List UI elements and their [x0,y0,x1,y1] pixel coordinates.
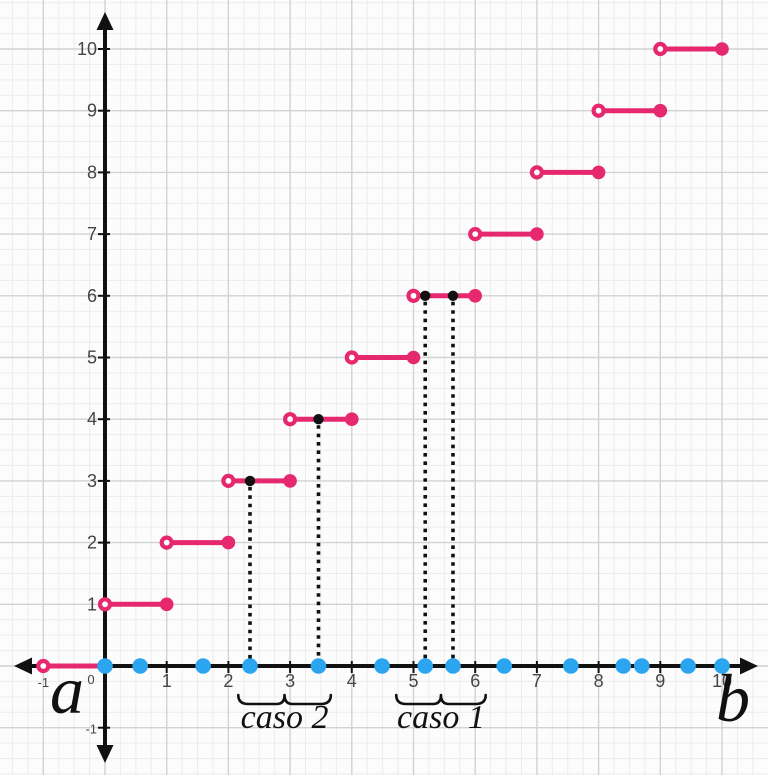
closed-endpoint-dot [159,597,174,612]
x-tick-label: 3 [285,671,295,691]
open-endpoint-circle [406,288,421,303]
axis-point-dot [714,658,730,674]
case-underbrace [394,693,487,706]
closed-endpoint-dot [406,350,421,365]
axis-point-dot [310,658,327,674]
x-tick-label: 5 [408,671,418,691]
x-tick-label: 7 [532,671,542,691]
axis-point-dot [97,658,113,674]
axis-point-dot [417,658,434,674]
y-tick-label: 1 [87,594,97,614]
open-endpoint-circle [591,103,606,118]
x-tick-label: 1 [162,671,172,691]
open-endpoint-circle [653,41,668,57]
y-tick-label: 7 [87,224,97,244]
open-endpoint-circle [221,473,236,488]
closed-endpoint-dot [530,227,544,241]
closed-endpoint-dot [345,412,359,427]
x-axis-right-arrow [740,657,758,675]
y-tick-label: 5 [87,348,97,368]
open-endpoint-circle [97,597,113,612]
x-tick-label: 9 [655,671,665,691]
open-endpoint-circle [36,658,51,674]
y-tick-label: 4 [87,409,97,429]
axis-point-dot [680,658,696,674]
y-tick-label: -1 [85,722,97,737]
axis-point-dot [496,658,512,674]
x-tick-label: 4 [347,671,357,691]
y-tick-label: 9 [87,101,97,121]
open-endpoint-circle [344,350,359,365]
marked-point-dot [420,290,431,301]
y-tick-label: 3 [87,471,97,491]
marked-point-dot [447,290,459,301]
axis-point-dot [563,658,579,674]
axis-point-dot [615,658,632,674]
closed-endpoint-dot [653,103,668,118]
case-2-label: caso 2 [240,699,329,736]
case-1-label: caso 1 [397,699,485,736]
open-endpoint-circle [159,535,174,550]
x-axis-left-arrow [14,657,32,675]
y-tick-label: 2 [87,533,97,553]
x-axis-right-endpoint-label: b [716,660,750,736]
axis-point-dot [132,658,148,674]
y-axis-bottom-arrow [96,745,114,763]
marked-point-dot [313,414,324,425]
axis-point-dot [445,658,461,674]
y-tick-label: 10 [77,39,97,59]
closed-endpoint-dot [468,289,483,303]
origin-tick-label: 0 [87,672,94,687]
x-axis-left-endpoint-label: a [50,652,84,728]
y-tick-label: 8 [87,162,97,182]
y-axis-top-arrow [96,12,114,30]
y-tick-label: 6 [87,286,97,306]
axis-point-dot [195,658,211,674]
axis-point-dot [242,658,258,674]
closed-endpoint-dot [591,165,606,180]
case-underbrace [236,693,333,706]
open-endpoint-circle [283,412,298,427]
x-tick-label: 6 [470,671,480,691]
x-tick-label: 8 [594,671,604,691]
x-tick-label: 10 [712,671,732,691]
axis-point-dot [633,658,650,674]
closed-endpoint-dot [715,42,729,56]
closed-endpoint-dot [283,474,297,488]
open-endpoint-circle [468,227,483,242]
x-tick-label: -1 [38,675,50,690]
x-tick-label: 2 [223,671,233,691]
marked-point-dot [244,475,256,487]
open-endpoint-circle [529,165,545,180]
closed-endpoint-dot [221,535,236,550]
axis-point-dot [374,658,390,674]
